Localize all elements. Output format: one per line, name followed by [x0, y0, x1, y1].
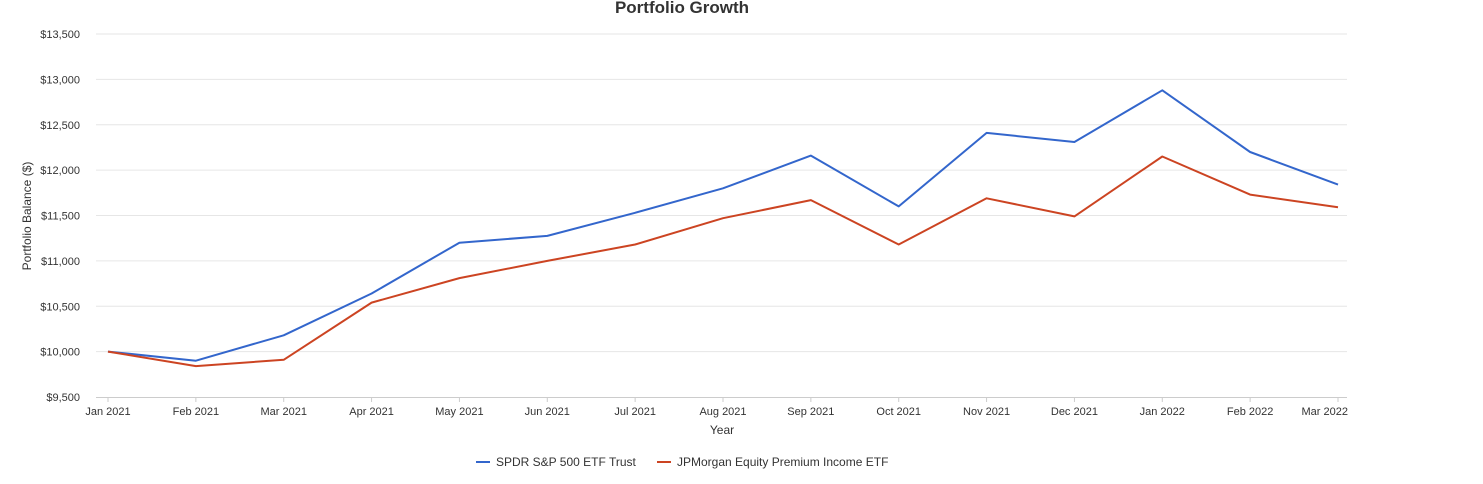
- y-tick-label: $12,500: [40, 120, 80, 132]
- x-tick-label: Oct 2021: [876, 406, 921, 418]
- x-tick-label: Nov 2021: [963, 406, 1010, 418]
- x-tick-label: Mar 2021: [260, 406, 306, 418]
- y-tick-label: $10,000: [40, 347, 80, 359]
- y-tick-label: $9,500: [46, 392, 80, 404]
- x-tick-label: May 2021: [435, 406, 483, 418]
- x-tick-label: Jul 2021: [614, 406, 656, 418]
- y-tick-label: $12,000: [40, 165, 80, 177]
- x-tick-label: Jan 2022: [1140, 406, 1185, 418]
- series-line-1: [107, 89, 1339, 362]
- x-tick-label: Mar 2022: [1302, 406, 1348, 418]
- legend-label: SPDR S&P 500 ETF Trust: [496, 455, 636, 469]
- chart-title: Portfolio Growth: [615, 0, 749, 17]
- series-lines: [107, 89, 1339, 368]
- x-axis-label: Year: [710, 423, 734, 437]
- y-tick-label: $11,000: [41, 256, 80, 268]
- x-tick-label: Aug 2021: [699, 406, 746, 418]
- legend: SPDR S&P 500 ETF Trust JPMorgan Equity Pr…: [476, 455, 888, 469]
- x-axis-ticks: Jan 2021 Feb 2021 Mar 2021 Apr 2021 May 2021…: [85, 397, 1348, 418]
- x-tick-label: Jun 2021: [525, 406, 570, 418]
- y-tick-label: $10,500: [40, 301, 80, 313]
- y-axis-label: Portfolio Balance ($): [20, 162, 34, 271]
- y-axis-ticks: $9,500 $10,000 $10,500 $11,000 $11,500 $12,00…: [40, 29, 80, 404]
- y-tick-label: $11,500: [41, 211, 80, 223]
- legend-label: JPMorgan Equity Premium Income ETF: [677, 455, 888, 469]
- x-tick-label: Feb 2022: [1227, 406, 1273, 418]
- x-tick-label: Dec 2021: [1051, 406, 1098, 418]
- x-tick-label: Jan 2021: [85, 406, 130, 418]
- gridlines: [96, 33, 1347, 353]
- x-tick-label: Feb 2021: [173, 406, 219, 418]
- y-tick-label: $13,000: [40, 74, 80, 86]
- x-tick-label: Apr 2021: [349, 406, 394, 418]
- x-tick-label: Sep 2021: [787, 406, 834, 418]
- y-tick-label: $13,500: [40, 29, 80, 41]
